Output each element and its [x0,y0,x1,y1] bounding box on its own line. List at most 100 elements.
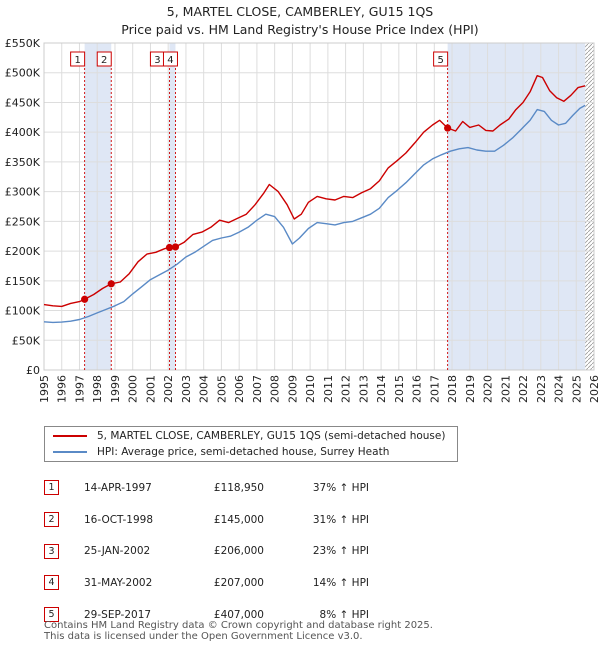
sale-label-box [96,51,112,67]
y-tick-label: £0 [26,364,40,377]
property-price-line [43,75,586,308]
sale-price: £206,000 [213,545,264,558]
shaded-period [84,43,112,370]
x-tick-label: 1995 [38,375,51,403]
hpi-line [43,104,586,324]
y-tick-label: £300K [5,186,41,199]
x-tick-label: 2026 [588,375,600,403]
sale-label-number: 4 [167,55,173,66]
forecast-hatch [585,43,594,370]
table-row: 3 25-JAN-2002 £206,000 23% ↑ HPI [44,535,369,567]
sale-date: 25-JAN-2002 [84,545,151,558]
sale-price: £407,000 [213,608,264,621]
x-tick-label: 2021 [499,375,512,403]
sale-label-number: 3 [154,55,160,66]
x-tick-label: 2000 [127,375,140,403]
x-tick-label: 2016 [411,375,424,403]
x-tick-label: 2011 [322,375,335,403]
sale-price: £118,950 [213,481,264,494]
sale-label-number: 2 [101,55,107,66]
x-tick-label: 2010 [304,375,317,403]
x-tick-label: 2025 [570,375,583,403]
x-tick-label: 1997 [73,375,86,403]
x-tick-label: 2008 [269,375,282,403]
sale-date: 31-MAY-2002 [84,576,153,589]
chart-title: 5, MARTEL CLOSE, CAMBERLEY, GU15 1QS [166,4,434,19]
x-tick-label: 2006 [233,375,246,403]
sale-price: £145,000 [213,513,264,526]
legend-swatch-property [53,435,87,437]
y-tick-label: £50K [12,334,41,347]
x-tick-label: 1999 [109,375,122,403]
x-tick-label: 2007 [251,375,264,403]
sale-price: £207,000 [213,576,264,589]
table-row: 5 29-SEP-2017 £407,000 8% ↑ HPI [44,599,369,631]
sale-label-box [433,51,449,67]
y-tick-label: £400K [5,126,41,139]
sale-date: 16-OCT-1998 [84,513,153,526]
footer-attribution: Contains HM Land Registry data © Crown c… [44,620,433,642]
sale-number: 2 [44,512,59,528]
legend-item-property: 5, MARTEL CLOSE, CAMBERLEY, GU15 1QS (se… [53,428,445,444]
x-tick-label: 2013 [357,375,370,403]
sale-hpi-change: 8% ↑ HPI [319,608,369,621]
y-tick-label: £450K [5,96,41,109]
footer-line-copyright: Contains HM Land Registry data © Crown c… [44,620,433,631]
x-tick-label: 2017 [428,375,441,403]
sale-hpi-change: 14% ↑ HPI [312,576,369,589]
sale-hpi-change: 23% ↑ HPI [312,545,369,558]
chart-subtitle: Price paid vs. HM Land Registry's House … [121,22,479,37]
y-tick-label: £500K [5,67,41,80]
sale-number: 5 [44,607,59,623]
sale-number: 1 [44,480,59,496]
sale-marker [444,124,452,132]
shaded-period [169,43,176,370]
x-tick-label: 2020 [482,375,495,403]
plot-border [43,42,595,371]
y-tick-label: £350K [5,156,41,169]
sale-label-box [162,51,178,67]
x-tick-label: 2003 [180,375,193,403]
y-tick-label: £550K [5,37,41,50]
x-tick-label: 1998 [91,375,104,403]
x-tick-label: 2022 [517,375,530,403]
legend-label-property: 5, MARTEL CLOSE, CAMBERLEY, GU15 1QS (se… [97,430,446,442]
x-tick-label: 2019 [464,375,477,403]
x-tick-label: 2002 [162,375,175,403]
x-tick-label: 2023 [535,375,548,403]
x-tick-label: 2024 [553,375,566,403]
legend-label-hpi: HPI: Average price, semi-detached house,… [97,446,390,458]
x-tick-label: 2001 [144,375,157,403]
sale-hpi-change: 31% ↑ HPI [312,513,369,526]
table-row: 1 14-APR-1997 £118,950 37% ↑ HPI [44,472,369,504]
y-tick-label: £150K [5,275,41,288]
price-chart: £0 £50K £100K £150K £200K £250K £300K £350K £400… [5,37,600,403]
sale-marker [107,280,115,288]
sale-number: 4 [44,575,59,591]
y-tick-label: £250K [5,215,41,228]
table-row: 2 16-OCT-1998 £145,000 31% ↑ HPI [44,504,369,536]
x-tick-label: 2012 [340,375,353,403]
shaded-period [447,43,586,370]
x-tick-label: 2018 [446,375,459,403]
x-tick-label: 2009 [286,375,299,403]
sale-date: 14-APR-1997 [84,481,152,494]
sale-label-number: 1 [74,55,80,66]
y-tick-label: £200K [5,245,41,258]
x-tick-label: 2014 [375,375,388,403]
y-tick-label: £100K [5,305,41,318]
x-tick-label: 2005 [215,375,228,403]
sale-marker [81,295,89,303]
sale-marker [171,243,180,251]
sale-label-number: 5 [437,55,443,66]
x-tick-label: 1996 [56,375,69,403]
legend-swatch-hpi [53,451,87,453]
sale-marker [165,243,174,252]
sale-label-box [70,51,86,67]
sale-date: 29-SEP-2017 [84,608,152,621]
x-tick-label: 2015 [393,375,406,403]
sales-table: 1 14-APR-1997 £118,950 37% ↑ HPI 2 16-OC… [44,472,369,630]
table-row: 4 31-MAY-2002 £207,000 14% ↑ HPI [44,567,369,599]
footer-line-licence: This data is licensed under the Open Gov… [44,631,363,642]
sale-hpi-change: 37% ↑ HPI [312,481,369,494]
